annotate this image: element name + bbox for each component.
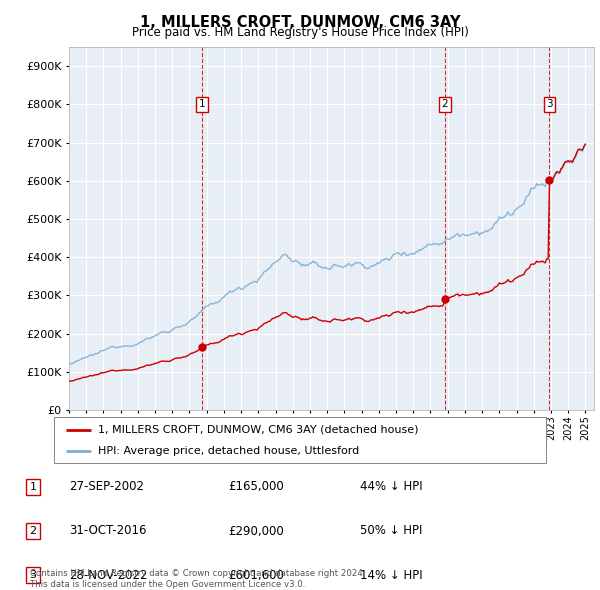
Text: 3: 3: [29, 571, 37, 580]
Text: 2: 2: [29, 526, 37, 536]
Text: 27-SEP-2002: 27-SEP-2002: [69, 480, 144, 493]
Text: £165,000: £165,000: [228, 480, 284, 493]
Text: Price paid vs. HM Land Registry's House Price Index (HPI): Price paid vs. HM Land Registry's House …: [131, 26, 469, 39]
Text: 1: 1: [199, 100, 206, 110]
Text: £601,600: £601,600: [228, 569, 284, 582]
Text: 1, MILLERS CROFT, DUNMOW, CM6 3AY (detached house): 1, MILLERS CROFT, DUNMOW, CM6 3AY (detac…: [98, 425, 419, 435]
Text: 44% ↓ HPI: 44% ↓ HPI: [360, 480, 422, 493]
Text: 14% ↓ HPI: 14% ↓ HPI: [360, 569, 422, 582]
Text: 50% ↓ HPI: 50% ↓ HPI: [360, 525, 422, 537]
Text: £290,000: £290,000: [228, 525, 284, 537]
Text: 28-NOV-2022: 28-NOV-2022: [69, 569, 148, 582]
Text: 3: 3: [546, 100, 553, 110]
Text: Contains HM Land Registry data © Crown copyright and database right 2024.
This d: Contains HM Land Registry data © Crown c…: [30, 569, 365, 589]
Text: HPI: Average price, detached house, Uttlesford: HPI: Average price, detached house, Uttl…: [98, 445, 359, 455]
Text: 1, MILLERS CROFT, DUNMOW, CM6 3AY: 1, MILLERS CROFT, DUNMOW, CM6 3AY: [140, 15, 460, 30]
Text: 2: 2: [442, 100, 448, 110]
Text: 1: 1: [29, 482, 37, 491]
Text: 31-OCT-2016: 31-OCT-2016: [69, 525, 146, 537]
